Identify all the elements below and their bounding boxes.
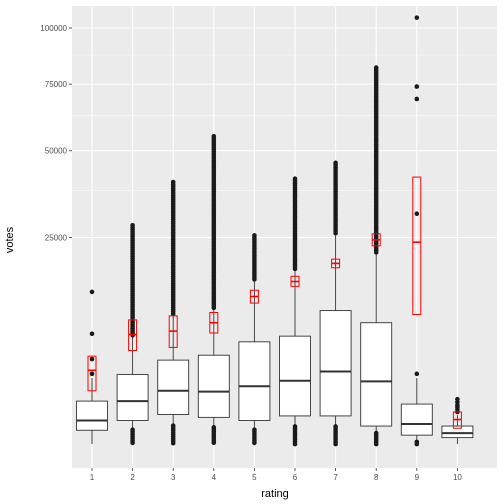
outlier-point (333, 230, 338, 236)
box-6 (279, 269, 311, 445)
outlier-point (455, 396, 460, 402)
outlier-point (373, 441, 379, 447)
outlier-point (89, 356, 95, 362)
box-body (319, 310, 352, 417)
outlier-point (414, 15, 420, 20)
box-body (157, 359, 190, 415)
mean-interval (87, 355, 97, 392)
outlier-point (252, 277, 257, 282)
box-4 (197, 308, 230, 445)
outlier-point (414, 371, 420, 377)
outliers-9 (414, 15, 420, 447)
outlier-point (252, 440, 257, 446)
x-tick-label: 3 (171, 473, 176, 482)
box-3 (157, 314, 190, 445)
box-1 (76, 378, 108, 445)
x-tick-label: 10 (453, 473, 462, 482)
outlier-point (292, 441, 298, 447)
x-tick-label: 6 (293, 473, 298, 482)
outlier-point (211, 440, 217, 446)
outliers-4 (211, 133, 217, 446)
box-7 (319, 233, 352, 445)
x-tick-label: 5 (252, 473, 257, 482)
box-9 (400, 378, 433, 445)
x-tick-label: 8 (374, 473, 379, 482)
box-body (400, 403, 433, 436)
outlier-point (89, 289, 95, 295)
y-axis: 25000 50000 75000 100000 (40, 24, 72, 243)
outlier-point (373, 250, 379, 255)
outlier-point (89, 331, 95, 337)
outlier-point (89, 371, 95, 377)
mean-interval (412, 176, 422, 316)
mean-box-1 (87, 355, 97, 392)
outlier-point (414, 96, 420, 102)
box-body (441, 425, 474, 439)
box-body (197, 354, 230, 418)
x-tick-label: 7 (333, 473, 338, 482)
mean-box-3 (168, 315, 178, 348)
mean-box-5 (249, 289, 259, 304)
outlier-point (170, 311, 176, 317)
outlier-point (414, 84, 420, 89)
outliers-6 (292, 176, 298, 447)
y-tick-label: 50000 (45, 147, 68, 156)
box-body (238, 341, 271, 421)
x-tick-label: 1 (90, 473, 95, 482)
mean-box-8 (371, 233, 381, 247)
y-axis-title: votes (4, 226, 16, 253)
outlier-point (414, 211, 420, 217)
box-8 (360, 252, 393, 445)
x-tick-label: 9 (415, 473, 420, 482)
box-layer (76, 233, 474, 445)
box-body (360, 322, 393, 427)
box-body (279, 335, 311, 417)
outlier-point (414, 441, 420, 447)
x-axis: 1 2 3 4 5 6 7 8 9 10 (90, 468, 462, 482)
y-tick-label: 100000 (40, 24, 67, 33)
mean-box-7 (331, 258, 341, 269)
mean-box-6 (290, 275, 300, 287)
outliers-8 (373, 65, 379, 447)
outliers-7 (333, 160, 338, 447)
outliers-3 (170, 179, 176, 446)
box-body (116, 373, 149, 421)
mean-box-layer (87, 176, 462, 429)
outlier-layer (89, 15, 460, 447)
x-axis-title: rating (261, 488, 289, 500)
outlier-point (130, 440, 135, 446)
y-tick-label: 25000 (45, 234, 68, 243)
mean-box-9 (412, 176, 422, 316)
box-body (76, 400, 108, 431)
outliers-2 (130, 222, 135, 446)
outliers-5 (252, 233, 257, 446)
box-10 (441, 415, 474, 445)
mean-box-4 (209, 312, 219, 334)
x-tick-label: 2 (130, 473, 135, 482)
outliers-1 (89, 289, 95, 377)
box-5 (238, 279, 271, 445)
outlier-point (170, 440, 176, 446)
outlier-point (333, 441, 338, 447)
y-tick-label: 75000 (45, 80, 68, 89)
mean-box-2 (128, 319, 138, 352)
x-tick-label: 4 (212, 473, 217, 482)
outlier-point (292, 266, 298, 272)
mean-box-10 (452, 411, 462, 429)
outlier-point (211, 305, 217, 311)
